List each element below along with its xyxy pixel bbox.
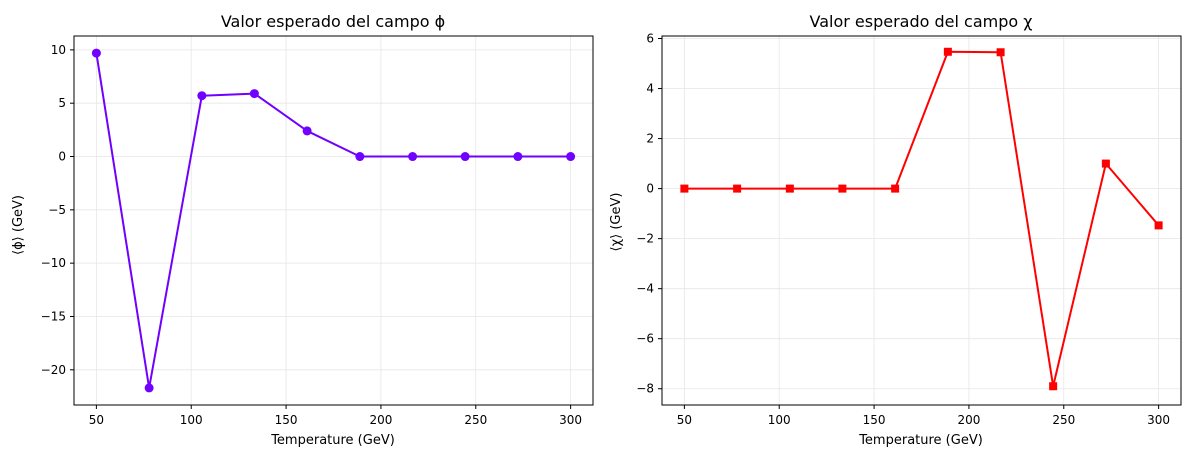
y-tick-label: −15 [41,309,66,323]
data-point [943,47,952,56]
data-point [302,126,312,136]
x-tick-label: 200 [957,413,980,427]
data-point [513,152,523,162]
x-tick-label: 50 [677,413,692,427]
data-point [408,152,418,162]
y-tick-label: −10 [41,256,66,270]
data-point [891,184,900,193]
y-axis-label: ⟨ϕ⟩ (GeV) [11,195,26,255]
x-tick-label: 300 [1147,413,1170,427]
chi-chart: Valor esperado del campo χ 50 100 150 200 25… [609,12,1182,448]
y-tick-label: 10 [51,43,66,57]
data-point [197,91,207,101]
y-tick-label: −20 [41,363,66,377]
x-tick-label: 250 [1052,413,1075,427]
y-tick-label: −2 [636,232,654,246]
x-tick-label: 150 [275,413,298,427]
data-point [1101,159,1110,168]
x-tick-label: 250 [464,413,487,427]
y-axis-label: ⟨χ⟩ (GeV) [609,193,624,252]
data-point [1049,382,1058,391]
y-tick-label: −6 [636,332,654,346]
y-tick-label: 0 [646,182,654,196]
y-tick-label: 5 [58,96,66,110]
data-point [680,184,689,193]
y-tick-label: 0 [58,150,66,164]
plot-area [661,35,1182,406]
y-tick-label: −4 [636,282,654,296]
x-tick-label: 50 [89,413,104,427]
y-tick-label: −8 [636,382,654,396]
chart-title: Valor esperado del campo χ [810,12,1033,31]
x-tick-label: 300 [559,413,582,427]
y-tick-label: 2 [646,132,654,146]
data-point [91,48,101,58]
x-tick-label: 150 [863,413,886,427]
data-point [996,48,1005,57]
chart-title: Valor esperado del campo ϕ [221,12,445,31]
y-tick-label: 6 [646,32,654,46]
data-point [249,89,259,99]
data-point [144,383,154,393]
x-tick-label: 100 [768,413,791,427]
x-tick-label: 200 [369,413,392,427]
x-tick-label: 100 [180,413,203,427]
x-axis-label: Temperature (GeV) [270,433,395,448]
data-point [1154,221,1163,230]
phi-chart: Valor esperado del campo ϕ 50 100 150 200 25… [11,12,594,448]
data-point [355,152,365,162]
plot-area [73,35,594,406]
series-line [95,52,571,389]
x-axis-label: Temperature (GeV) [858,433,983,448]
data-point [785,184,794,193]
data-point [838,184,847,193]
y-tick-label: −5 [48,203,66,217]
series-line [684,50,1160,388]
data-point [733,184,742,193]
data-point [566,152,576,162]
y-tick-label: 4 [646,82,654,96]
data-point [460,152,470,162]
